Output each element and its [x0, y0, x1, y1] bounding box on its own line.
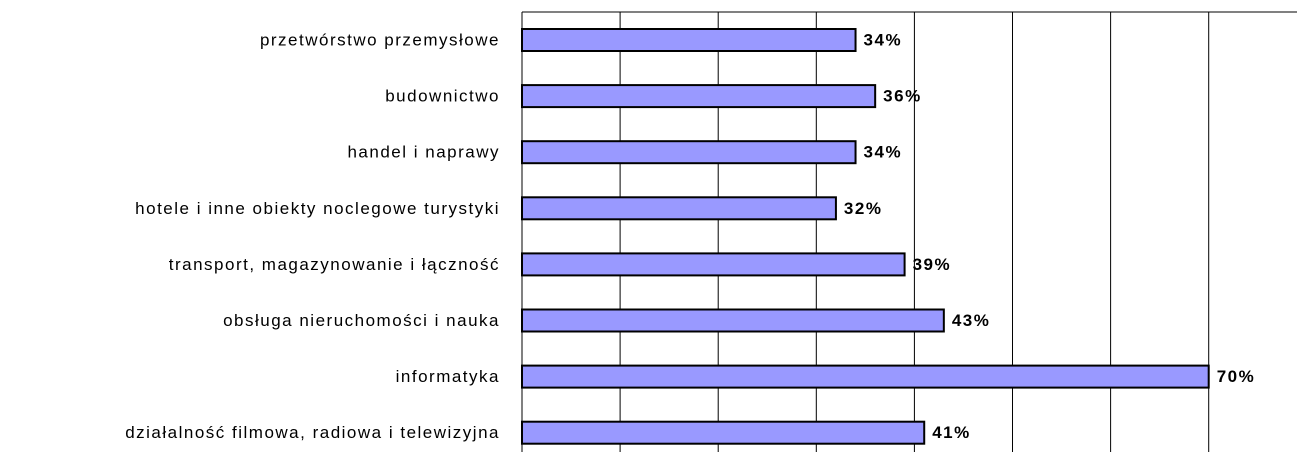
- bar: [521, 196, 837, 221]
- bar: [521, 28, 857, 52]
- category-label: handel i naprawy: [347, 143, 500, 162]
- category-label: przetwórstwo przemysłowe: [260, 30, 500, 49]
- bar: [521, 252, 906, 277]
- value-label: 39%: [913, 255, 952, 274]
- category-label: działalność filmowa, radiowa i telewizyj…: [125, 423, 500, 442]
- category-label: informatyka: [396, 367, 500, 386]
- value-label: 34%: [864, 143, 903, 162]
- value-label: 70%: [1217, 367, 1256, 386]
- bar: [521, 140, 857, 165]
- bar: [521, 308, 945, 333]
- value-label: 43%: [952, 311, 991, 330]
- value-label: 36%: [883, 87, 922, 106]
- value-label: 34%: [864, 30, 903, 49]
- category-label: budownictwo: [385, 87, 500, 106]
- category-label: hotele i inne obiekty noclegowe turystyk…: [135, 199, 500, 218]
- category-label: transport, magazynowanie i łączność: [169, 255, 500, 274]
- bar: [521, 420, 926, 445]
- category-label: obsługa nieruchomości i nauka: [223, 311, 500, 330]
- value-label: 32%: [844, 199, 883, 218]
- value-label: 41%: [932, 423, 971, 442]
- bar: [521, 84, 877, 109]
- bar: [521, 364, 1210, 389]
